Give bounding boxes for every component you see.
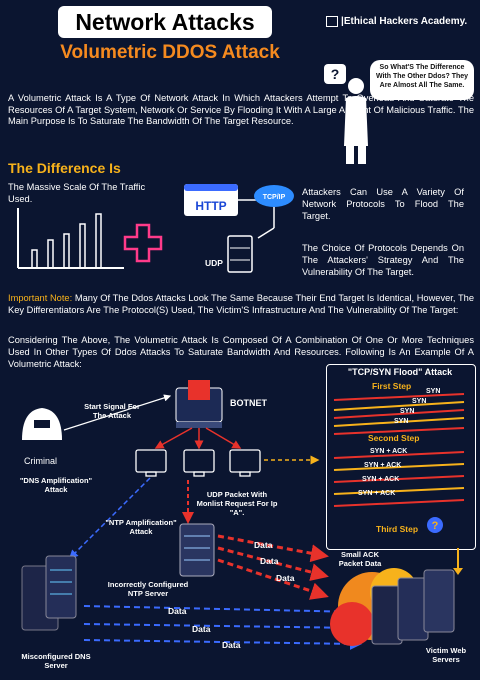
data-label: Data xyxy=(276,573,295,583)
dns-server-icon xyxy=(21,555,77,631)
bot-computers xyxy=(135,449,261,477)
start-signal-label: Start Signal For The Attack xyxy=(84,402,140,420)
dns-amplification-label: "DNS Amplification" Attack xyxy=(19,476,93,494)
criminal-label: Criminal xyxy=(24,456,58,466)
choice-text: The Choice Of Protocols Depends On The A… xyxy=(302,243,464,277)
third-step-label: Third Step xyxy=(376,524,419,534)
data-label: Data xyxy=(260,556,279,566)
brand-logo: |Ethical Hackers Academy. xyxy=(326,16,480,27)
svg-text:?: ? xyxy=(432,520,439,532)
http-label: HTTP xyxy=(195,199,226,213)
attack-diagram: Data Data Data Data Data Data xyxy=(21,380,455,650)
syn-label: SYN xyxy=(426,388,441,395)
udp-packet-label: UDP Packet With Monlist Request For Ip "… xyxy=(196,490,278,517)
botnet-icon xyxy=(175,380,223,428)
thinking-person-illustration: ? xyxy=(324,64,368,164)
ntp-server-icon xyxy=(179,523,215,577)
second-step-label: Second Step xyxy=(368,433,420,443)
page-subtitle: Volumetric DDOS Attack xyxy=(60,42,280,63)
data-label: Data xyxy=(254,540,273,550)
synack-label: SYN + ACK xyxy=(362,476,400,483)
synack-label: SYN + ACK xyxy=(364,462,402,469)
data-label: Data xyxy=(192,624,211,634)
criminal-icon xyxy=(22,394,172,440)
dns-server-label: Misconfigured DNS Server xyxy=(21,652,91,670)
plus-icon xyxy=(123,223,163,263)
first-step-label: First Step xyxy=(372,381,412,391)
udp-label: UDP xyxy=(205,258,223,268)
question-icon: ? xyxy=(427,517,443,533)
brand-icon xyxy=(326,16,338,27)
brand-name: Ethical Hackers Academy. xyxy=(343,16,468,28)
data-label: Data xyxy=(222,640,241,650)
syn-label: SYN xyxy=(400,408,415,415)
data-label: Data xyxy=(168,606,187,616)
tcp-syn-flood-panel xyxy=(326,364,476,550)
bar-chart-icon xyxy=(17,208,124,269)
syn-label: SYN xyxy=(412,398,427,405)
considering-paragraph: Considering The Above, The Volumetric At… xyxy=(8,335,474,369)
important-note-text: Many Of The Ddos Attacks Look The Same B… xyxy=(8,293,475,315)
small-ack-label: Small ACK Packet Data xyxy=(338,550,382,568)
difference-heading: The Difference Is xyxy=(8,160,121,176)
speech-bubble: So What'S The Difference With The Other … xyxy=(370,60,474,100)
intro-paragraph: A Volumetric Attack Is A Type Of Network… xyxy=(8,93,474,127)
protocols-text: Attackers Can Use A Variety Of Network P… xyxy=(302,187,464,221)
syn-handshake-lines xyxy=(333,393,465,507)
botnet-label: BOTNET xyxy=(230,398,267,408)
tcpip-label: TCP/IP xyxy=(263,194,286,201)
synack-label: SYN + ACK xyxy=(370,448,408,455)
victim-servers-icon xyxy=(371,569,455,645)
page-title: Network Attacks xyxy=(58,6,272,38)
ntp-server-label: Incorrectly Configured NTP Server xyxy=(107,580,189,598)
tcp-syn-flood-title: "TCP/SYN Flood" Attack xyxy=(347,367,453,377)
syn-label: SYN xyxy=(394,418,409,425)
ntp-amplification-label: "NTP Amplification" Attack xyxy=(105,518,177,536)
important-note: Important Note: Many Of The Ddos Attacks… xyxy=(8,292,474,316)
scale-text: The Massive Scale Of The Traffic Used. xyxy=(8,182,146,204)
victim-servers-label: Victim Web Servers xyxy=(425,646,467,664)
protocol-icons: HTTP TCP/IP UDP xyxy=(184,184,294,273)
down-arrow-icon xyxy=(453,548,463,575)
synack-label: SYN + ACK xyxy=(358,490,396,497)
svg-text:?: ? xyxy=(331,66,340,82)
important-note-label: Important Note: xyxy=(8,293,73,303)
